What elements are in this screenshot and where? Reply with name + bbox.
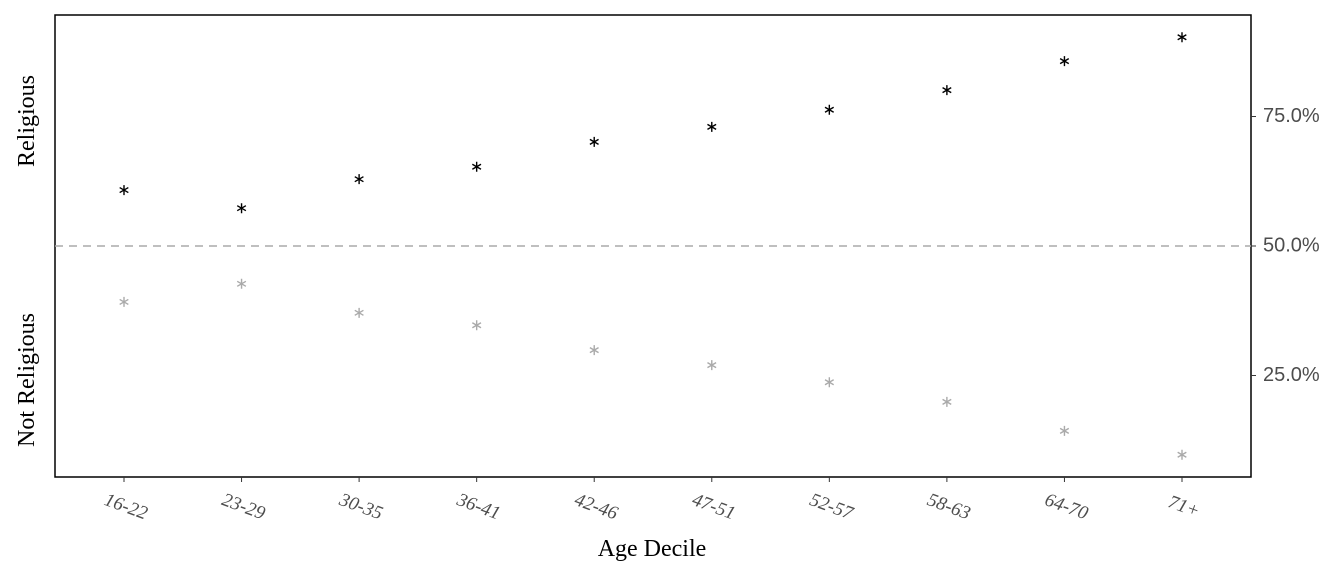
point [236,278,247,289]
point [942,396,952,407]
point [471,320,482,331]
x-tick-label: 36-41 [453,489,503,524]
point [942,85,952,96]
point [119,185,129,196]
x-tick-label: 71+ [1165,492,1202,523]
point [1177,449,1187,460]
y-tick-label: 75.0% [1263,105,1320,127]
x-tick-label: 42-46 [572,489,621,524]
point [589,136,599,147]
point [1059,425,1070,436]
x-tick-label: 16-22 [101,489,150,524]
y-tick-label: 25.0% [1263,364,1320,386]
x-tick-label: 64-70 [1042,489,1091,524]
point [589,345,599,356]
x-tick-label: 47-51 [689,489,738,524]
side-label-top: Religious [14,75,40,167]
point [1177,32,1187,43]
point [354,174,364,185]
point [707,360,717,371]
x-axis-title: Age Decile [598,536,707,562]
y-tick-label: 50.0% [1263,234,1320,256]
x-tick-label: 52-57 [807,489,857,524]
point [236,203,247,214]
plot-frame [54,14,1252,478]
side-label-bottom: Not Religious [14,313,40,447]
point [471,161,482,172]
point [119,296,129,307]
point [1059,56,1070,67]
point [824,104,835,115]
x-tick-label: 58-63 [924,489,973,524]
point [707,121,717,132]
x-tick-label: 23-29 [219,489,268,524]
x-tick-label: 30-35 [336,489,386,524]
point [354,307,364,318]
point [824,377,835,388]
